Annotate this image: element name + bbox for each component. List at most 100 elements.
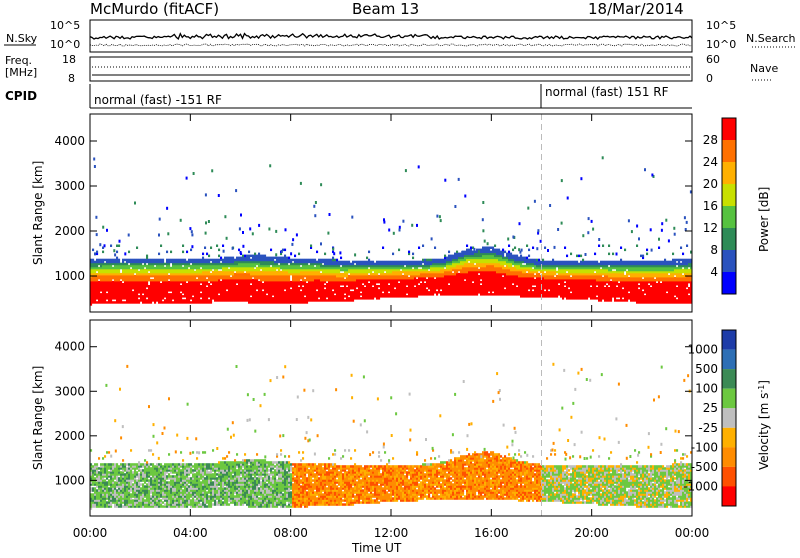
- power-cell: [342, 273, 344, 276]
- power-cell: [482, 247, 484, 250]
- power-cell: [556, 271, 558, 274]
- power-cell: [508, 245, 510, 248]
- power-cell: [362, 285, 364, 288]
- power-cell: [256, 267, 258, 270]
- power-cell: [210, 285, 212, 288]
- power-cell: [368, 251, 370, 254]
- power-cell: [324, 259, 326, 262]
- power-cell: [500, 251, 502, 254]
- power-cell: [512, 255, 514, 258]
- power-cell: [158, 259, 160, 262]
- power-cell: [490, 247, 492, 250]
- noise-right-tick-bottom: 10^0: [706, 38, 736, 51]
- freq-left-tick-bottom: 8: [68, 72, 75, 85]
- power-cell: [578, 263, 580, 266]
- power-cell: [328, 259, 330, 262]
- power-cell: [182, 299, 184, 302]
- power-cell: [148, 285, 150, 288]
- power-cell: [122, 301, 124, 304]
- power-cell: [266, 257, 268, 260]
- power-cell: [542, 259, 544, 262]
- power-cell: [416, 261, 418, 264]
- power-cell: [342, 261, 344, 264]
- power-cell: [486, 247, 488, 250]
- power-cell: [186, 251, 188, 254]
- power-cell: [402, 275, 404, 278]
- power-cell: [420, 283, 422, 286]
- power-cell: [150, 259, 152, 262]
- power-cell: [224, 257, 226, 260]
- power-cell: [94, 261, 96, 264]
- noise-traces: [90, 34, 692, 46]
- power-cell: [204, 259, 206, 262]
- power-cell: [438, 259, 440, 262]
- power-cell: [216, 259, 218, 262]
- power-cell: [162, 301, 164, 304]
- noise-panel-frame: [90, 20, 692, 52]
- power-cell: [484, 247, 486, 250]
- power-cell: [516, 255, 518, 258]
- power-cell: [382, 261, 384, 264]
- power-cell: [354, 265, 356, 268]
- power-cell: [98, 267, 100, 270]
- power-cell: [222, 245, 224, 248]
- power-cell: [234, 259, 236, 262]
- freq-left-unit: [MHz]: [5, 66, 37, 79]
- power-cell: [550, 261, 552, 264]
- power-cell: [348, 261, 350, 264]
- power-cell: [150, 279, 152, 282]
- power-cell: [308, 265, 310, 268]
- power-cell: [212, 271, 214, 274]
- power-cell: [332, 291, 334, 294]
- power-cell: [372, 261, 374, 264]
- power-cell: [488, 247, 490, 250]
- power-cell: [112, 267, 114, 270]
- power-cell: [360, 293, 362, 296]
- power-cell: [564, 283, 566, 286]
- power-cell: [378, 275, 380, 278]
- power-cell: [376, 261, 378, 264]
- power-cell: [512, 267, 514, 270]
- power-cell: [528, 259, 530, 262]
- power-cell: [182, 267, 184, 270]
- power-cell: [294, 255, 296, 258]
- power-cell: [200, 293, 202, 296]
- beam-title: Beam 13: [352, 0, 419, 18]
- power-cell: [398, 249, 400, 252]
- power-cell: [98, 281, 100, 284]
- power-cell: [192, 259, 194, 262]
- power-cell: [218, 255, 220, 258]
- power-cell: [300, 281, 302, 284]
- power-cell: [106, 259, 108, 262]
- power-cell: [358, 261, 360, 264]
- power-cell: [288, 265, 290, 268]
- power-cell: [436, 291, 438, 294]
- power-cell: [230, 257, 232, 260]
- power-cell: [100, 293, 102, 296]
- power-cell: [426, 279, 428, 282]
- power-cell: [194, 259, 196, 262]
- power-cell: [504, 267, 506, 270]
- power-cell: [300, 291, 302, 294]
- power-cell: [458, 273, 460, 276]
- power-cell: [406, 261, 408, 264]
- power-cell: [478, 269, 480, 272]
- power-cell: [298, 253, 300, 256]
- power-cell: [344, 261, 346, 264]
- power-cell: [292, 259, 294, 262]
- power-cell: [414, 287, 416, 290]
- power-cell: [272, 257, 274, 260]
- power-cell: [128, 265, 130, 268]
- power-cell: [166, 259, 168, 262]
- power-cell: [448, 251, 450, 254]
- freq-left-tick-top: 18: [62, 53, 76, 66]
- power-cell: [548, 291, 550, 294]
- power-cell: [554, 277, 556, 280]
- power-cell: [148, 273, 150, 276]
- power-cell: [390, 261, 392, 264]
- power-cell: [102, 251, 104, 254]
- power-cell: [412, 253, 414, 256]
- power-cell: [384, 273, 386, 276]
- power-cell: [142, 265, 144, 268]
- power-cell: [408, 251, 410, 254]
